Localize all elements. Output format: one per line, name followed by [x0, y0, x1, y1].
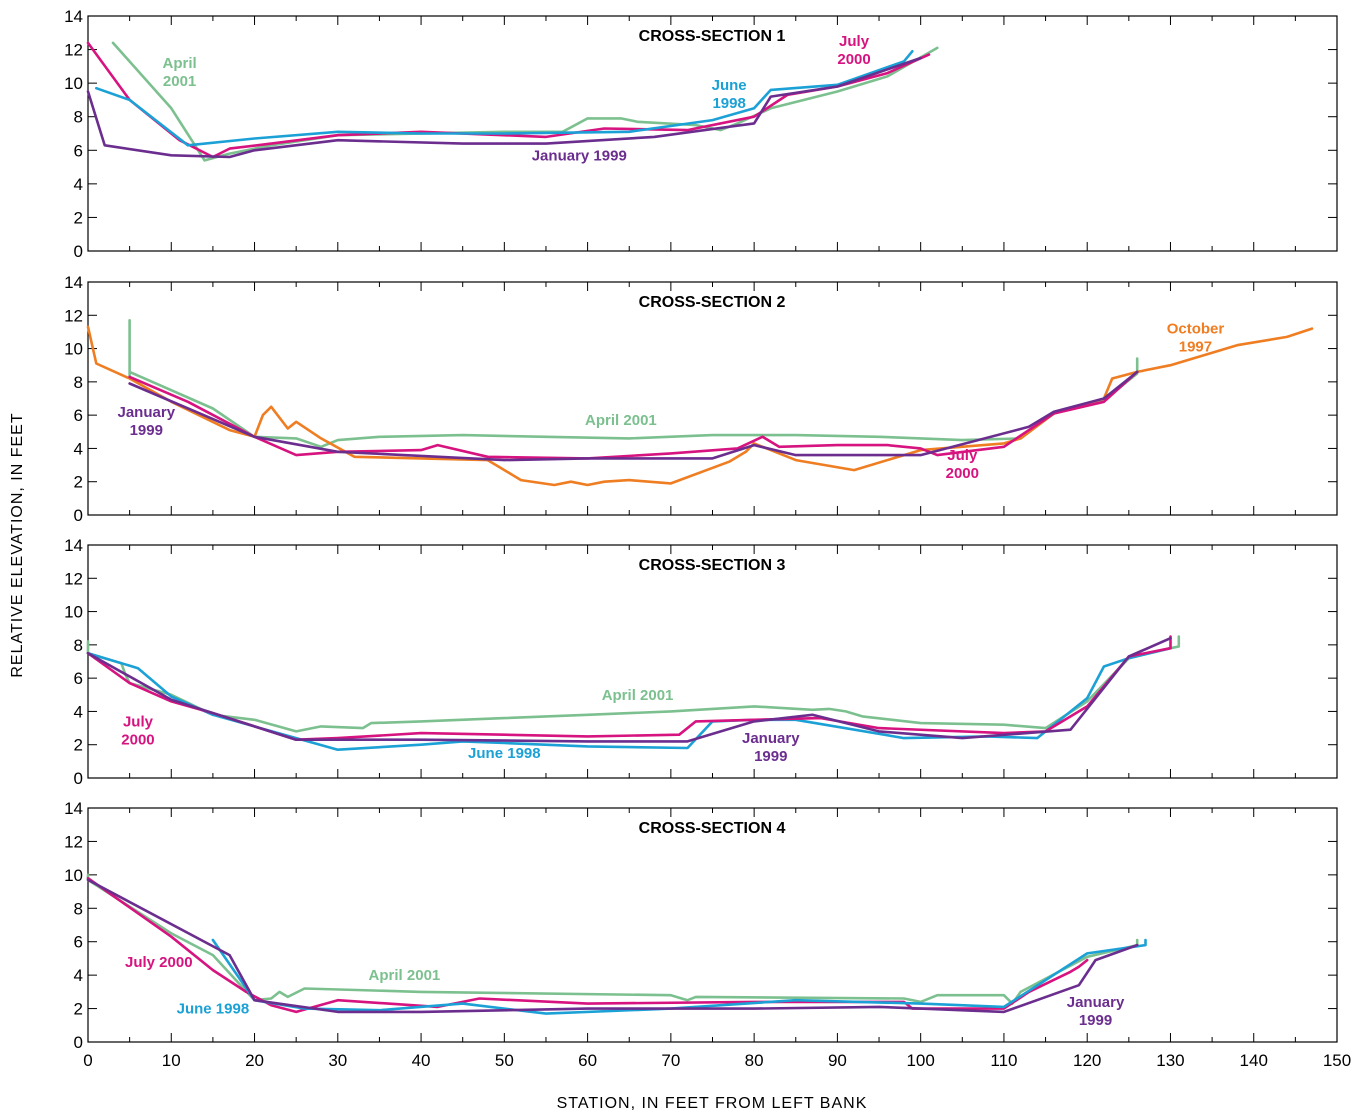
series-line-january-1999	[86, 878, 1139, 1014]
x-tick-label: 0	[83, 1051, 92, 1070]
series-label-july-2000: July	[839, 33, 870, 50]
plot-frame	[87, 15, 1338, 252]
series-label-april-2001: April	[163, 55, 197, 72]
y-tick-label: 10	[64, 866, 83, 885]
series-line-april-2001	[86, 635, 1181, 733]
series-label-june-1998: 1998	[712, 95, 745, 112]
series-label-july-2000: July 2000	[125, 954, 193, 971]
y-tick-label: 8	[74, 899, 83, 918]
y-tick-label: 0	[74, 769, 83, 788]
series-label-july-2000: 2000	[121, 731, 154, 748]
y-tick-label: 8	[74, 108, 83, 127]
x-tick-label: 110	[990, 1051, 1017, 1070]
series-label-january-1999: January	[1067, 994, 1125, 1011]
y-tick-label: 8	[74, 373, 83, 392]
series-line-april-2001	[111, 41, 939, 162]
x-tick-label: 150	[1323, 1051, 1351, 1070]
y-tick-label: 12	[64, 569, 83, 588]
y-tick-label: 6	[74, 141, 83, 160]
y-tick-label: 14	[64, 799, 83, 818]
y-tick-label: 2	[74, 473, 83, 492]
y-tick-label: 4	[74, 966, 83, 985]
x-tick-label: 20	[245, 1051, 264, 1070]
series-line-june-1998	[95, 49, 914, 147]
y-tick-label: 6	[74, 933, 83, 952]
series-line-january-1999	[86, 56, 923, 159]
series-line-january-1999	[86, 636, 1172, 743]
series-line-july-2000	[86, 876, 1089, 1014]
series-label-april-2001: April 2001	[369, 967, 441, 984]
x-tick-label: 130	[1156, 1051, 1184, 1070]
series-label-april-2001: April 2001	[602, 687, 674, 704]
x-tick-label: 60	[578, 1051, 597, 1070]
x-tick-label: 70	[661, 1051, 680, 1070]
series-label-july-2000: July	[947, 447, 978, 464]
x-tick-label: 120	[1073, 1051, 1101, 1070]
y-tick-label: 10	[64, 603, 83, 622]
x-tick-label: 50	[495, 1051, 514, 1070]
y-tick-label: 12	[64, 832, 83, 851]
y-tick-label: 2	[74, 1000, 83, 1019]
x-tick-label: 100	[906, 1051, 934, 1070]
x-tick-label: 10	[162, 1051, 181, 1070]
panel-title: CROSS-SECTION 3	[639, 557, 786, 574]
y-tick-label: 6	[74, 669, 83, 688]
series-line-july-2000	[128, 370, 1139, 460]
y-tick-label: 0	[74, 1033, 83, 1052]
series-label-january-1999: January 1999	[532, 147, 627, 164]
series-line-january-1999	[128, 370, 1139, 462]
y-tick-label: 2	[74, 736, 83, 755]
x-tick-label: 80	[745, 1051, 764, 1070]
series-label-june-1998: June 1998	[468, 745, 541, 762]
cross-section-panel-2: 0 2 4 6 8 10 12 14 CROSS-SECTION 2 April 2001 Octo…	[64, 273, 1338, 525]
series-label-october-1997: 1997	[1179, 339, 1212, 356]
series-label-june-1998: June 1998	[177, 1001, 250, 1018]
series-label-january-1999: January	[742, 730, 800, 747]
panel-title: CROSS-SECTION 4	[639, 820, 786, 837]
plot-frame	[87, 544, 1338, 779]
x-tick-label: 140	[1240, 1051, 1268, 1070]
series-label-july-2000: 2000	[837, 51, 870, 68]
y-tick-label: 4	[74, 175, 83, 194]
y-tick-label: 0	[74, 506, 83, 525]
panel-title: CROSS-SECTION 1	[639, 28, 786, 45]
series-line-october-1997	[86, 325, 1314, 487]
x-tick-label: 90	[828, 1051, 847, 1070]
y-tick-label: 14	[64, 273, 83, 292]
series-label-january-1999: January	[118, 404, 176, 421]
series-label-july-2000: July	[123, 713, 154, 730]
x-tick-label: 40	[412, 1051, 431, 1070]
x-tick-label: 30	[328, 1051, 347, 1070]
y-tick-label: 8	[74, 636, 83, 655]
series-label-january-1999: 1999	[1079, 1012, 1112, 1029]
series-label-january-1999: 1999	[754, 748, 787, 765]
series-label-january-1999: 1999	[130, 422, 163, 439]
y-tick-label: 14	[64, 7, 83, 26]
y-tick-label: 12	[64, 306, 83, 325]
cross-section-panel-3: 0 2 4 6 8 10 12 14 CROSS-SECTION 3 April 2001 June…	[64, 536, 1338, 788]
series-label-july-2000: 2000	[946, 465, 979, 482]
y-tick-label: 6	[74, 406, 83, 425]
y-tick-label: 2	[74, 208, 83, 227]
y-tick-label: 14	[64, 536, 83, 555]
y-tick-label: 10	[64, 74, 83, 93]
y-tick-label: 12	[64, 41, 83, 60]
plot-frame	[87, 281, 1338, 516]
y-axis-title: RELATIVE ELEVATION, IN FEET	[9, 412, 26, 677]
series-label-june-1998: June	[712, 77, 747, 94]
series-label-october-1997: October	[1167, 321, 1225, 338]
series-label-april-2001: April 2001	[585, 412, 657, 429]
panel-title: CROSS-SECTION 2	[639, 294, 786, 311]
x-axis-title: STATION, IN FEET FROM LEFT BANK	[557, 1095, 868, 1112]
y-tick-label: 0	[74, 242, 83, 261]
y-tick-label: 4	[74, 439, 83, 458]
y-tick-label: 10	[64, 340, 83, 359]
y-tick-label: 4	[74, 702, 83, 721]
series-label-april-2001: 2001	[163, 73, 196, 90]
